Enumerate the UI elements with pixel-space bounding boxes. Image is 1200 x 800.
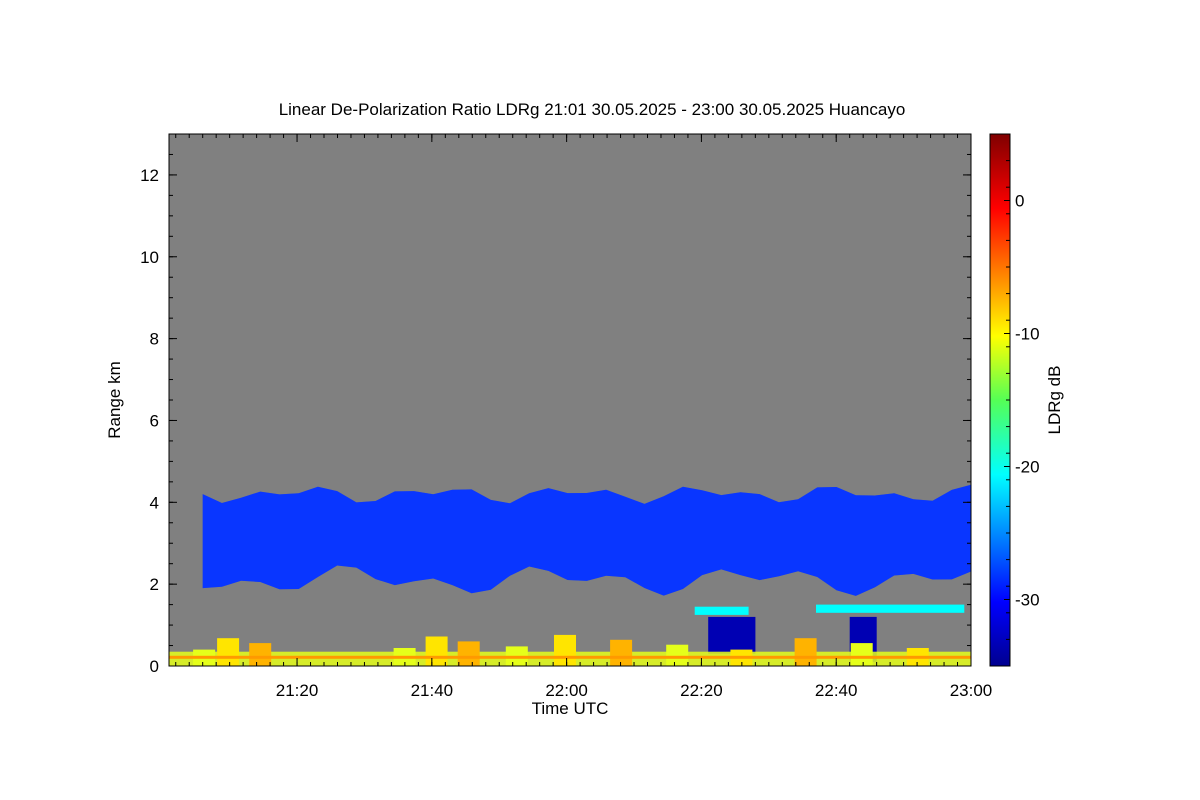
y-tick-label: 8 <box>150 330 159 349</box>
feature-3 <box>708 616 756 654</box>
chart-title: Linear De-Polarization Ratio LDRg 21:01 … <box>279 100 906 119</box>
x-tick-label: 21:40 <box>411 681 454 700</box>
feature-1 <box>694 606 749 615</box>
y-tick-label: 4 <box>150 493 159 512</box>
x-tick-label: 21:20 <box>276 681 319 700</box>
axes: 21:20 21:40 22:00 22:20 22:40 23:00 0 2 4 6 8 10 12 <box>140 133 993 700</box>
y-tick-label: 6 <box>150 411 159 430</box>
colorbar-tick-label: 0 <box>1015 192 1024 211</box>
feature-cloud-layer <box>202 484 971 596</box>
surface-speckle <box>217 638 240 666</box>
y-tick-label: 2 <box>150 575 159 594</box>
surface-speckle <box>457 641 480 666</box>
surface-speckle <box>666 644 689 666</box>
data-layer <box>169 484 971 666</box>
surface-speckle <box>249 643 272 666</box>
feature-surface-layer <box>169 634 971 666</box>
colorbar-tick-label: -20 <box>1015 458 1040 477</box>
x-tick-label: 22:40 <box>815 681 858 700</box>
colorbar-tick-label: -10 <box>1015 325 1040 344</box>
surface-line <box>169 655 971 659</box>
x-tick-label: 22:20 <box>680 681 723 700</box>
feature-2 <box>816 604 965 613</box>
surface-speckle <box>850 643 873 666</box>
x-tick-label: 23:00 <box>950 681 993 700</box>
colorbar-tick-label: -30 <box>1015 591 1040 610</box>
surface-speckle <box>610 639 633 666</box>
surface-speckle <box>794 638 817 666</box>
colorbar-ticks: 0 -10 -20 -30 <box>1004 133 1040 667</box>
surface-speckle <box>554 634 576 666</box>
x-axis-label: Time UTC <box>532 699 609 718</box>
y-tick-label: 0 <box>150 657 159 676</box>
surface-speckle <box>425 636 448 666</box>
feature-cloud-layer-shade <box>202 484 971 596</box>
y-tick-label: 10 <box>140 248 159 267</box>
y-tick-label: 12 <box>140 166 159 185</box>
x-tick-label: 22:00 <box>545 681 588 700</box>
colorbar-label: LDRg dB <box>1045 366 1064 435</box>
y-axis-label: Range km <box>105 361 124 438</box>
